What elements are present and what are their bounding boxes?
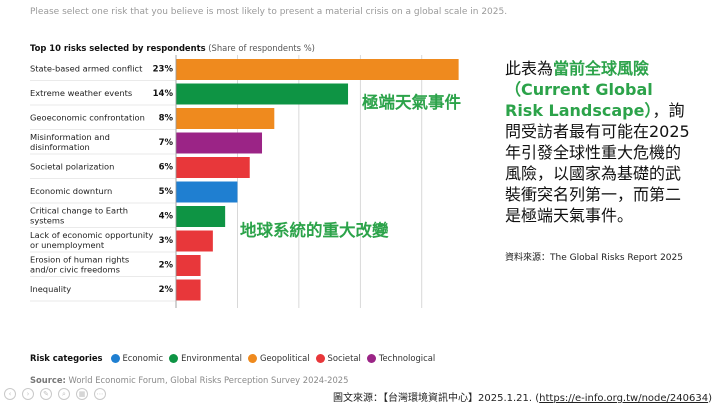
legend-item-environmental: Environmental — [169, 353, 242, 363]
category-label: Misinformation and disinformation — [30, 132, 110, 152]
pen-icon[interactable]: ✎ — [40, 388, 52, 400]
more-icon[interactable]: ⋯ — [94, 388, 106, 400]
category-label: Economic downturn — [30, 186, 112, 196]
legend-dot — [366, 353, 376, 363]
bar — [176, 108, 275, 129]
legend-item-geopolitical: Geopolitical — [248, 353, 310, 363]
credit-link[interactable]: https://e-info.org.tw/node/240634 — [539, 393, 709, 404]
category-label-line: State-based armed conflict — [30, 64, 143, 74]
legend-dot — [169, 353, 179, 363]
category-label: Geoeconomic confrontation — [30, 113, 145, 123]
legend: Risk categories Economic Environmental G… — [30, 353, 441, 363]
legend-item-economic: Economic — [110, 353, 164, 363]
description-prefix: 此表為 — [505, 59, 554, 78]
value-label: 8% — [159, 114, 174, 124]
legend-label: Geopolitical — [260, 353, 310, 363]
legend-label: Economic — [122, 353, 164, 363]
value-label: 5% — [159, 187, 174, 197]
legend-dot — [315, 353, 325, 363]
bar — [176, 181, 238, 203]
credit-close: ) — [708, 393, 712, 404]
slide-nav-controls: ‹ › ✎ ⌕ ▦ ⋯ — [4, 388, 112, 400]
nav-forward-icon[interactable]: › — [22, 388, 34, 400]
category-label-line: Inequality — [30, 284, 71, 294]
category-label-line: Economic downturn — [30, 186, 112, 196]
legend-dot — [248, 353, 257, 363]
category-label-line: or unemployment — [30, 240, 105, 250]
chart-title-sub: (Share of respondents %) — [208, 43, 315, 53]
annotation-extreme-weather: 極端天氣事件 — [362, 93, 461, 112]
category-label: Lack of economic opportunity or unemploym… — [30, 230, 153, 250]
category-label: State-based armed conflict — [30, 64, 143, 74]
nav-back-icon[interactable]: ‹ — [4, 388, 16, 400]
description-suffix: ，詢問受訪者最有可能在2025年引發全球性重大危機的風險，以國家為基礎的武裝衝突… — [505, 101, 690, 225]
category-label-line: Lack of economic opportunity — [30, 230, 153, 240]
value-label: 14% — [153, 89, 174, 99]
image-credit: 圖文來源：【台灣環境資訊中心】2025.1.21. (https://e-inf… — [333, 389, 712, 404]
category-label-line: Misinformation and — [30, 132, 110, 142]
description-highlight: 當前全球風險（Current Global Risk Landscape） — [505, 59, 653, 120]
source-label: Source: — [30, 375, 66, 385]
source-text: World Economic Forum, Global Risks Perce… — [68, 375, 349, 385]
bar — [176, 157, 250, 178]
category-label-line: Geoeconomic confrontation — [30, 113, 145, 123]
category-label: Critical change to Earth systems — [30, 206, 128, 226]
credit-text: 圖文來源：【台灣環境資訊中心】2025.1.21. ( — [333, 393, 540, 404]
bar — [176, 83, 349, 105]
category-label: Erosion of human rights and/or civic free… — [30, 255, 129, 275]
description-text: 此表為當前全球風險（Current Global Risk Landscape）… — [505, 58, 695, 226]
value-label: 4% — [159, 212, 174, 222]
legend-item-societal: Societal — [315, 353, 361, 363]
chart-source: Source: World Economic Forum, Global Ris… — [30, 375, 348, 385]
value-label: 2% — [159, 261, 174, 271]
legend-label: Societal — [327, 353, 361, 363]
category-label-line: systems — [30, 216, 64, 226]
value-label: 2% — [159, 285, 174, 295]
value-label: 23% — [153, 65, 174, 75]
chart-title-main: Top 10 risks selected by respondents — [30, 43, 206, 53]
survey-question: Please select one risk that you believe … — [30, 7, 508, 17]
bar — [176, 59, 459, 80]
chart-title: Top 10 risks selected by respondents (Sh… — [30, 43, 315, 53]
category-label-line: Critical change to Earth — [30, 206, 128, 216]
value-label: 3% — [159, 236, 174, 246]
bar — [176, 206, 226, 227]
category-label-line: and/or civic freedoms — [30, 265, 120, 275]
bar — [176, 230, 213, 252]
bar — [176, 279, 201, 301]
bar — [176, 132, 263, 154]
legend-item-technological: Technological — [366, 353, 436, 363]
legend-dot — [110, 353, 120, 363]
bar — [176, 255, 201, 276]
legend-label: Environmental — [181, 353, 242, 363]
description-source: 資料來源：The Global Risks Report 2025 — [505, 253, 683, 263]
category-label-line: disinformation — [30, 142, 90, 152]
value-label: 7% — [159, 138, 174, 148]
category-label-line: Erosion of human rights — [30, 255, 129, 265]
legend-title: Risk categories — [30, 353, 103, 363]
category-label: Inequality — [30, 284, 71, 294]
value-label: 6% — [159, 163, 174, 173]
category-label: Societal polarization — [30, 162, 114, 172]
zoom-icon[interactable]: ⌕ — [58, 388, 70, 400]
legend-label: Technological — [378, 353, 436, 363]
category-label: Extreme weather events — [30, 88, 132, 98]
annotation-earth-systems: 地球系統的重大改變 — [240, 221, 389, 240]
grid-icon[interactable]: ▦ — [76, 388, 88, 400]
category-label-line: Extreme weather events — [30, 88, 132, 98]
category-label-line: Societal polarization — [30, 162, 114, 172]
